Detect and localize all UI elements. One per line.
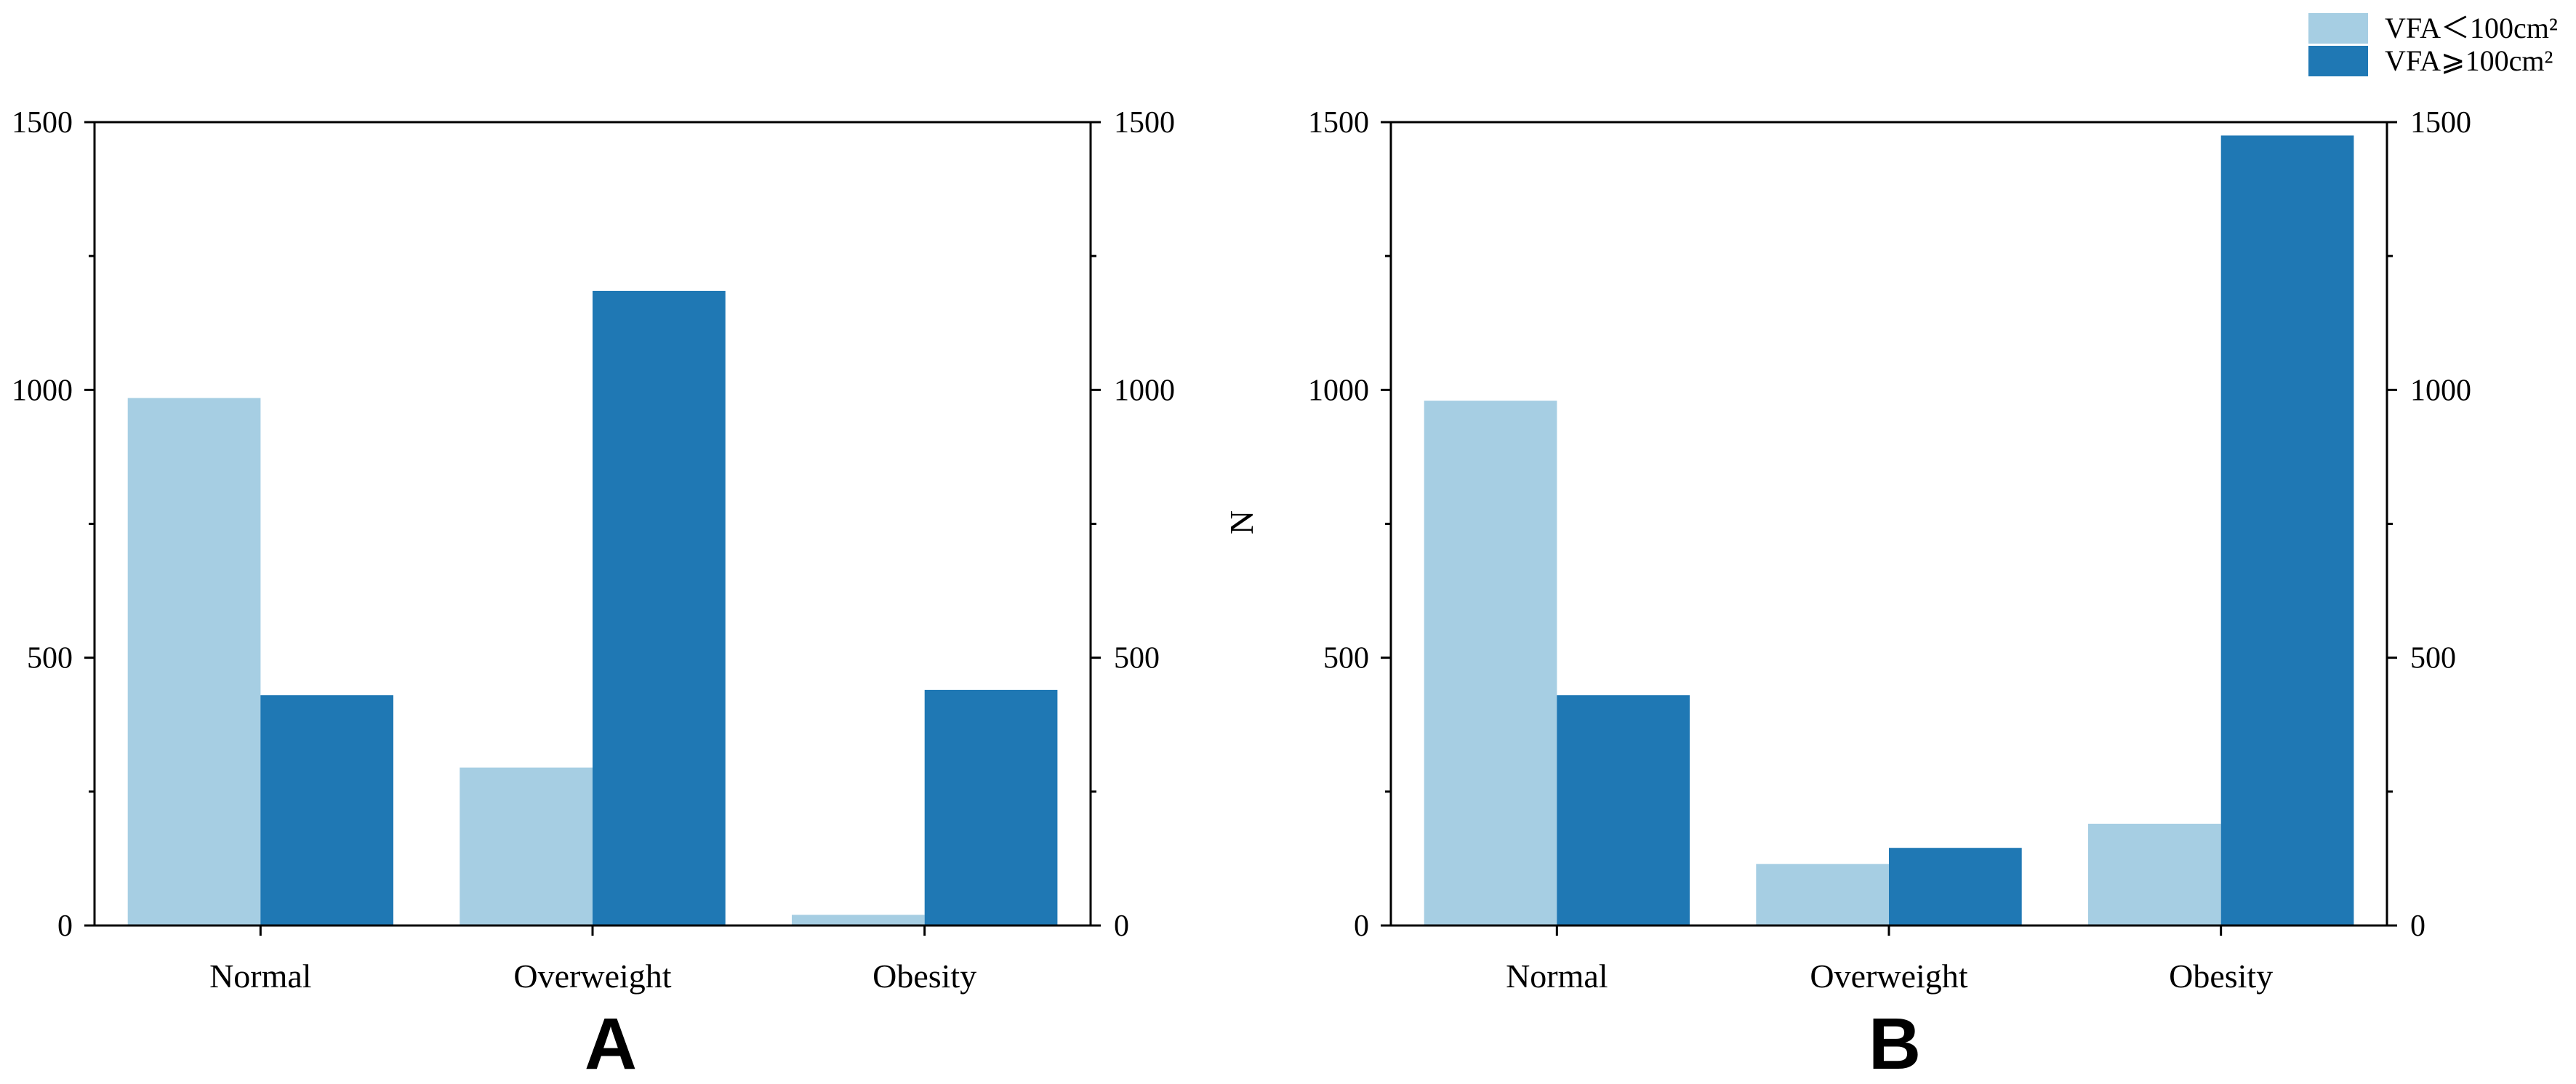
bar-panelB-normal-series0 (1424, 401, 1557, 926)
y-tick-label-right: 1000 (1114, 374, 1175, 407)
bar-panelB-obesity-series0 (2088, 824, 2221, 926)
x-tick-label-obesity: Obesity (872, 957, 976, 995)
bar-panelA-normal-series1 (260, 695, 393, 926)
panel-label: B (1869, 1003, 1921, 1084)
bar-panelA-normal-series0 (127, 398, 261, 926)
x-tick-label-normal: Normal (1506, 957, 1608, 995)
y-tick-label-right: 0 (1114, 910, 1129, 943)
legend-swatch-light (2308, 13, 2368, 44)
panel-b: Normal Overweight Obesity 0 0 500 500 1000 1000 1… (1223, 106, 2471, 1084)
legend-label-dark: VFA⩾100cm² (2385, 44, 2553, 77)
y-tick-label-left: 500 (1323, 642, 1369, 675)
x-tick-label-obesity: Obesity (2169, 957, 2273, 995)
legend-swatch-dark (2308, 46, 2368, 76)
legend-label-light: VFA＜100cm² (2385, 12, 2558, 44)
bar-panelA-obesity-series0 (792, 915, 925, 926)
y-tick-label-left: 1500 (12, 106, 73, 140)
y-tick-label-left: 1000 (12, 374, 73, 407)
bar-panelB-obesity-series1 (2220, 135, 2354, 926)
y-tick-label-right: 500 (1114, 642, 1160, 675)
y-tick-label-left: 0 (1354, 910, 1369, 943)
panel-label: A (585, 1003, 637, 1084)
y-tick-label-left: 0 (57, 910, 73, 943)
bar-panelA-obesity-series1 (924, 689, 1058, 926)
x-tick-label-overweight: Overweight (513, 957, 671, 995)
y-tick-label-left: 1000 (1308, 374, 1369, 407)
y-tick-label-right: 1500 (2410, 106, 2471, 140)
y-tick-label-right: 1000 (2410, 374, 2471, 407)
y-tick-label-left: 500 (27, 642, 73, 675)
bar-panelB-normal-series1 (1557, 695, 1690, 926)
bar-panelA-overweight-series1 (593, 291, 726, 926)
x-tick-label-normal: Normal (209, 957, 312, 995)
y-tick-label-right: 500 (2410, 642, 2456, 675)
y-tick-label-right: 1500 (1114, 106, 1175, 140)
bar-panelB-overweight-series1 (1889, 848, 2022, 926)
bar-panelA-overweight-series0 (460, 767, 593, 926)
panel-a: Normal Overweight Obesity 0 0 500 500 1000 1000 1… (12, 106, 1175, 1084)
y-tick-label-right: 0 (2410, 910, 2425, 943)
x-tick-label-overweight: Overweight (1810, 957, 1967, 995)
bar-panelB-overweight-series0 (1756, 864, 1889, 926)
y-tick-label-left: 1500 (1308, 106, 1369, 140)
y-axis-label: N (1223, 510, 1260, 534)
legend: VFA＜100cm² VFA⩾100cm² (2308, 12, 2558, 77)
